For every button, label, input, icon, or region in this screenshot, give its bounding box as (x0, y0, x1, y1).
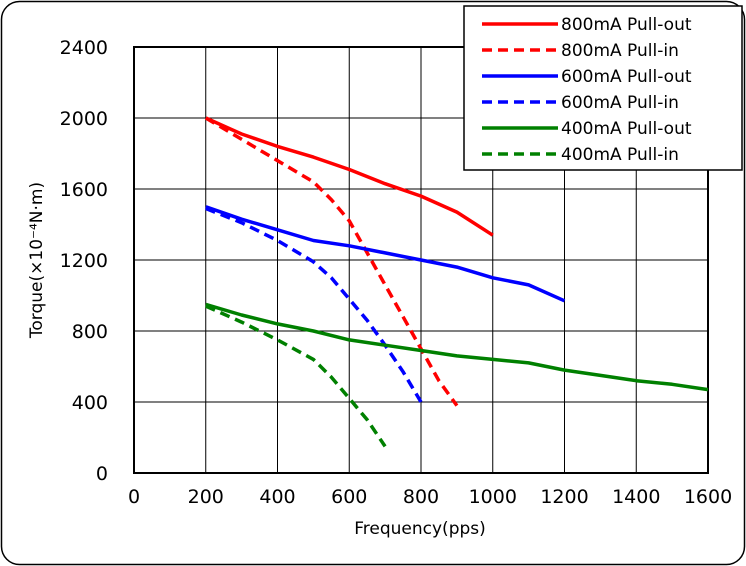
legend: 800mA Pull-out 800mA Pull-in 600mA Pull-ou… (463, 5, 743, 171)
series-line-2 (204, 116, 459, 407)
legend-label: 600mA Pull-in (561, 93, 679, 113)
series-line-6 (205, 304, 387, 448)
x-tick-label: 1000 (469, 486, 517, 508)
legend-label: 800mA Pull-in (561, 41, 679, 61)
y-tick-label: 2000 (60, 108, 108, 130)
y-tick-label: 800 (72, 321, 108, 343)
series-lines (204, 116, 709, 448)
x-tick-label: 1200 (540, 486, 588, 508)
legend-label: 400mA Pull-out (561, 119, 692, 139)
y-tick-label: 2400 (60, 37, 108, 59)
x-axis-ticks: 0 200 400 600 800 1000 1200 1400 1600 (128, 486, 732, 508)
y-axis-ticks: 0 400 800 1200 1600 2000 2400 (60, 37, 108, 485)
x-tick-label: 0 (128, 486, 140, 508)
x-tick-label: 1400 (612, 486, 660, 508)
series-line-1 (205, 116, 494, 237)
plot-area (133, 46, 709, 474)
y-tick-label: 1600 (60, 179, 108, 201)
legend-label: 400mA Pull-in (561, 145, 679, 165)
legend-label: 800mA Pull-out (561, 15, 692, 35)
y-axis-label: Torque(×10⁻⁴N·m) (27, 182, 47, 339)
y-tick-label: 1200 (60, 250, 108, 272)
series-line-5 (205, 302, 709, 392)
legend-box (463, 5, 743, 171)
legend-label: 600mA Pull-out (561, 67, 692, 87)
series-line-3 (205, 205, 566, 303)
y-tick-label: 0 (96, 463, 108, 485)
x-tick-label: 1600 (684, 486, 732, 508)
x-tick-label: 800 (403, 486, 439, 508)
x-tick-label: 600 (331, 486, 367, 508)
x-tick-label: 200 (188, 486, 224, 508)
x-axis-label: Frequency(pps) (354, 519, 486, 539)
x-tick-label: 400 (259, 486, 295, 508)
series-line-4 (205, 206, 423, 403)
y-tick-label: 400 (72, 392, 108, 414)
